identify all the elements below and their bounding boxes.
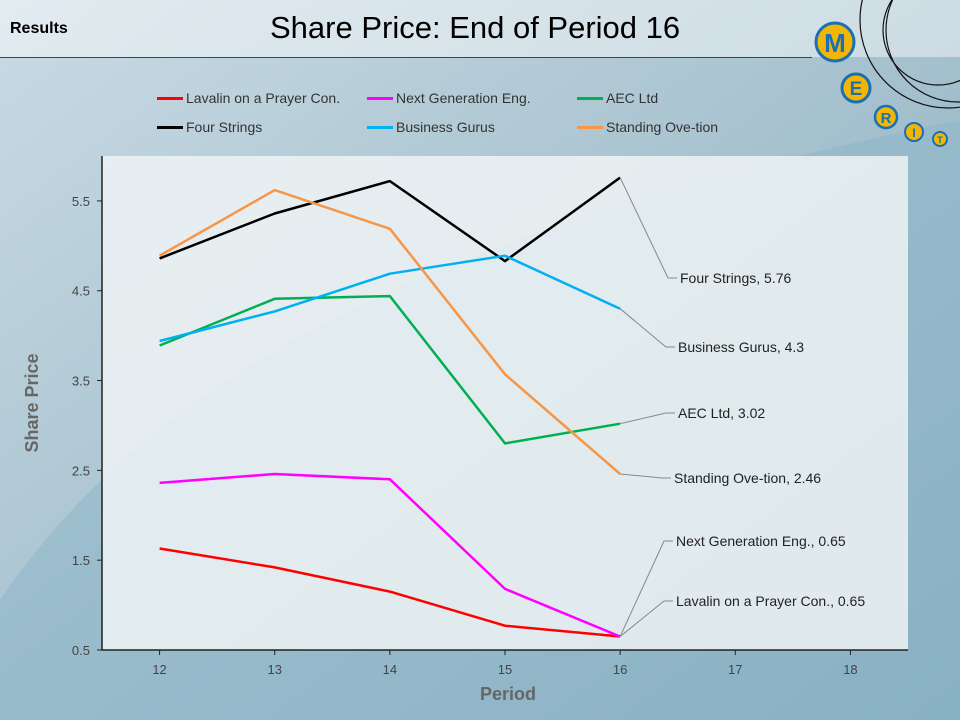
- legend-swatch-lavalin: [157, 96, 183, 100]
- callout-leader: [619, 600, 673, 637]
- data-label: Four Strings, 5.76: [680, 270, 791, 286]
- logo-r: R: [873, 104, 899, 130]
- legend-label-next-generation: Next Generation Eng.: [396, 90, 531, 106]
- x-tick-label: 12: [152, 662, 166, 677]
- data-label: AEC Ltd, 3.02: [678, 405, 765, 421]
- x-tick-label: 17: [728, 662, 742, 677]
- data-label: Next Generation Eng., 0.65: [676, 533, 846, 549]
- merit-logo: M E R I T: [814, 0, 960, 147]
- series-line: [158, 188, 621, 475]
- x-axis-title: Period: [480, 684, 536, 704]
- y-tick-label: 5.5: [72, 194, 90, 209]
- callout-leader: [619, 540, 673, 637]
- callout-leader: [619, 177, 677, 279]
- series-line: [159, 176, 621, 263]
- x-tick-label: 14: [383, 662, 397, 677]
- x-tick-label: 15: [498, 662, 512, 677]
- legend-swatch-next-generation: [367, 96, 393, 100]
- y-axis-title: Share Price: [22, 353, 42, 452]
- page-title: Share Price: End of Period 16: [270, 10, 681, 45]
- svg-text:R: R: [881, 110, 892, 127]
- legend-label-aec: AEC Ltd: [606, 90, 659, 106]
- legend-label-lavalin: Lavalin on a Prayer Con.: [186, 90, 341, 106]
- x-tick-label: 18: [843, 662, 857, 677]
- legend-label-business-gurus: Business Gurus: [396, 119, 495, 135]
- legend-swatch-standing-ovetion: [577, 125, 603, 129]
- section-label: Results: [10, 20, 68, 37]
- callout-leader: [620, 473, 671, 479]
- legend-item-business-gurus: Business Gurus: [367, 119, 495, 135]
- legend-label-standing-ovetion: Standing Ove-tion: [606, 119, 719, 135]
- legend-swatch-aec: [577, 96, 603, 100]
- svg-text:T: T: [937, 135, 943, 145]
- x-tick-label: 16: [613, 662, 627, 677]
- logo-m: M: [814, 21, 856, 63]
- y-tick-label: 4.5: [72, 284, 90, 299]
- logo-i: I: [904, 122, 924, 142]
- svg-text:M: M: [824, 28, 846, 58]
- legend-item-aec: AEC Ltd: [577, 90, 658, 106]
- data-label: Business Gurus, 4.3: [678, 339, 804, 355]
- legend-item-four-strings: Four Strings: [157, 119, 262, 135]
- data-label: Lavalin on a Prayer Con., 0.65: [676, 593, 865, 609]
- y-tick-label: 1.5: [72, 553, 90, 568]
- legend-item-lavalin: Lavalin on a Prayer Con.: [157, 90, 340, 106]
- series-line: [159, 294, 621, 445]
- svg-text:I: I: [912, 126, 915, 140]
- legend-item-standing-ovetion: Standing Ove-tion: [577, 119, 718, 135]
- title-divider: [0, 57, 812, 58]
- y-tick-label: 0.5: [72, 643, 90, 658]
- svg-text:E: E: [850, 79, 863, 100]
- x-tick-label: 13: [267, 662, 281, 677]
- logo-t: T: [932, 131, 948, 147]
- series-line: [159, 547, 621, 638]
- series-line: [159, 254, 621, 343]
- legend-label-four-strings: Four Strings: [186, 119, 263, 135]
- plot-area: [102, 156, 908, 650]
- legend-swatch-business-gurus: [367, 125, 393, 129]
- data-label: Standing Ove-tion, 2.46: [674, 470, 821, 486]
- logo-e: E: [840, 72, 872, 104]
- callout-leader: [619, 308, 675, 348]
- legend-item-next-generation: Next Generation Eng.: [367, 90, 531, 106]
- legend-swatch-four-strings: [157, 125, 183, 129]
- y-tick-label: 2.5: [72, 463, 90, 478]
- callout-leader: [620, 412, 675, 425]
- y-tick-label: 3.5: [72, 374, 90, 389]
- series-line: [159, 472, 621, 638]
